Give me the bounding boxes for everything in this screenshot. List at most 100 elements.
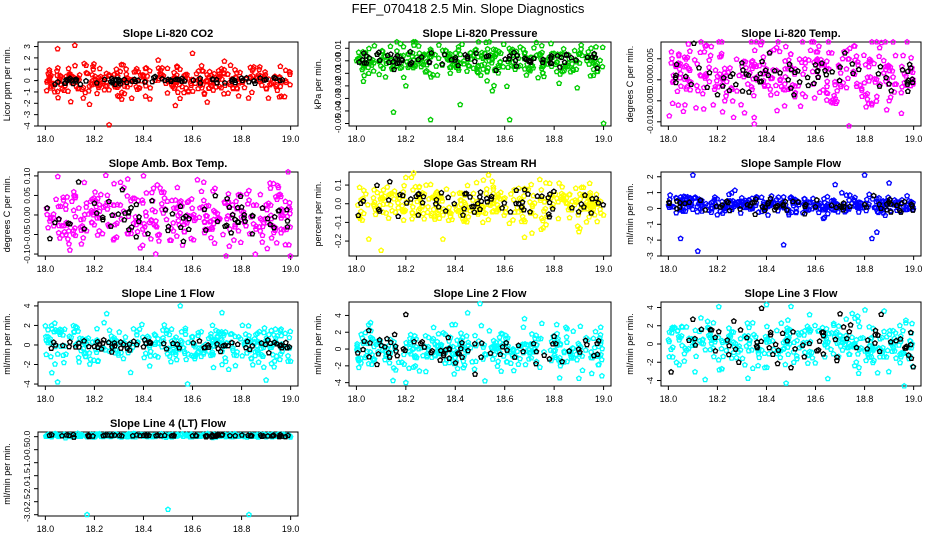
data-point xyxy=(791,339,798,346)
data-point xyxy=(546,199,553,206)
data-point xyxy=(573,56,580,63)
data-point xyxy=(597,210,604,216)
data-point xyxy=(885,368,892,375)
data-point xyxy=(732,346,739,352)
data-point xyxy=(873,98,880,104)
data-point xyxy=(477,72,484,78)
data-point xyxy=(895,342,902,348)
data-point xyxy=(286,343,293,350)
data-point xyxy=(238,432,245,438)
data-point xyxy=(767,91,774,98)
data-point xyxy=(552,340,559,347)
data-point xyxy=(810,80,818,87)
data-point xyxy=(725,324,732,331)
data-point xyxy=(72,343,79,350)
data-point xyxy=(413,53,420,60)
data-point xyxy=(851,315,858,321)
data-point xyxy=(846,328,853,335)
data-point xyxy=(42,333,49,340)
data-point xyxy=(224,195,231,202)
data-point xyxy=(83,62,90,68)
data-point xyxy=(490,183,497,190)
data-point xyxy=(549,204,556,210)
data-point xyxy=(876,53,883,60)
data-point xyxy=(116,328,123,335)
y-tick-label: 4 xyxy=(22,303,32,308)
data-point xyxy=(866,56,873,62)
data-point xyxy=(88,81,95,88)
data-point xyxy=(539,63,546,70)
data-point xyxy=(745,324,753,331)
data-point xyxy=(235,333,242,340)
data-point xyxy=(233,69,240,76)
data-point xyxy=(190,77,197,83)
data-point xyxy=(86,101,93,108)
data-point xyxy=(782,65,789,72)
x-tick-label: 18.4 xyxy=(135,264,153,274)
data-point xyxy=(149,78,156,85)
data-point xyxy=(129,432,136,439)
data-point xyxy=(247,213,254,220)
data-point xyxy=(286,334,293,341)
data-point xyxy=(176,344,183,351)
data-point xyxy=(453,358,460,365)
data-point xyxy=(142,65,149,72)
data-point xyxy=(133,331,140,338)
data-point xyxy=(866,354,873,360)
data-point xyxy=(738,101,745,108)
data-point xyxy=(360,50,367,56)
data-point xyxy=(152,332,159,339)
data-point xyxy=(62,80,69,86)
data-point xyxy=(214,79,221,86)
data-point xyxy=(402,347,409,354)
data-point xyxy=(507,208,514,215)
data-point xyxy=(908,201,915,208)
data-point xyxy=(751,198,758,205)
x-tick-label: 18.4 xyxy=(447,134,465,144)
data-point xyxy=(556,179,563,186)
data-point xyxy=(490,185,497,192)
plot-frame xyxy=(660,171,922,257)
data-point xyxy=(462,51,469,58)
data-point xyxy=(272,325,279,332)
data-point xyxy=(719,108,726,115)
data-point xyxy=(799,70,807,77)
data-point xyxy=(173,232,180,239)
data-point xyxy=(355,355,362,362)
data-point xyxy=(875,70,882,77)
data-point xyxy=(471,209,478,215)
data-point xyxy=(755,208,762,215)
data-point xyxy=(465,347,472,354)
data-point xyxy=(504,334,511,341)
data-point xyxy=(681,63,688,70)
data-point xyxy=(538,215,545,221)
data-point xyxy=(249,342,256,349)
data-point xyxy=(855,370,862,376)
data-point xyxy=(245,511,252,518)
data-point xyxy=(594,218,601,225)
data-point xyxy=(242,222,250,229)
data-point xyxy=(483,53,490,59)
data-point xyxy=(901,345,908,351)
data-point xyxy=(853,344,860,351)
data-point xyxy=(258,345,265,352)
data-point xyxy=(905,197,912,204)
data-point xyxy=(870,192,877,199)
data-point xyxy=(170,227,177,234)
data-point xyxy=(408,174,415,181)
data-point xyxy=(279,76,286,83)
data-point xyxy=(841,208,848,215)
data-point xyxy=(704,202,711,209)
y-tick-label: 2 xyxy=(22,55,32,60)
data-point xyxy=(584,52,591,59)
data-point xyxy=(394,199,402,206)
x-tick-label: 18.0 xyxy=(348,394,366,404)
data-point xyxy=(395,213,402,220)
data-point xyxy=(146,338,153,345)
data-point xyxy=(385,196,392,203)
data-point xyxy=(411,354,418,360)
data-point xyxy=(787,364,795,371)
data-point xyxy=(104,192,111,198)
x-tick-label: 18.4 xyxy=(758,394,776,404)
data-point xyxy=(247,73,254,80)
